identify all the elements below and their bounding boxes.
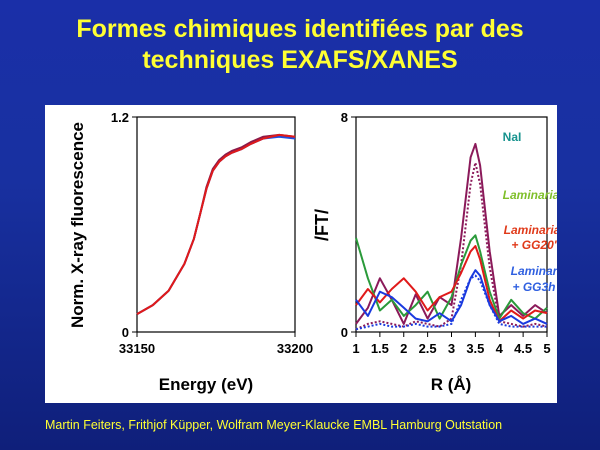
ft-x-tick-label: 3.5 [466, 341, 484, 356]
xanes-y-ticks: 01.2 [111, 110, 137, 340]
xanes-y-tick-label: 1.2 [111, 110, 129, 125]
legend-entry: + GG3h [512, 280, 555, 294]
ft-x-tick-label: 2.5 [419, 341, 437, 356]
ft-x-tick-label: 1.5 [371, 341, 389, 356]
ft-series-line [355, 269, 548, 325]
xanes-series-line [136, 133, 296, 315]
xanes-series [136, 133, 296, 315]
ft-x-axis-label: R (Å) [431, 375, 472, 394]
xanes-y-axis-label: Norm. X-ray fluorescence [68, 122, 87, 328]
xanes-x-axis-label: Energy (eV) [159, 375, 253, 394]
legend-entry: NaI [503, 130, 522, 144]
footer-credits: Martin Feiters, Frithjof Küpper, Wolfram… [45, 418, 503, 432]
xanes-x-tick-label: 33200 [277, 341, 313, 356]
legend-entry: Laminaria [511, 264, 557, 278]
figure-panel: 0 1.2 33150 33200 Energy (eV) Norm. X-ray … [45, 105, 557, 403]
ft-x-ticks: 1 1.5 2 2.5 3 3.5 4 4.5 5 [352, 332, 551, 356]
legend-entry: Laminaria [504, 223, 557, 237]
ft-x-tick-label: 2 [400, 341, 407, 356]
ft-x-tick-label: 1 [352, 341, 359, 356]
slide-title-line1: Formes chimiques identifiées par des [76, 15, 524, 43]
ft-x-tick-label: 3 [448, 341, 455, 356]
xanes-x-tick-label: 33150 [119, 341, 155, 356]
xanes-plot-frame [136, 116, 296, 333]
ft-x-tick-label: 4 [496, 341, 504, 356]
chart-svg: 01.2 33150 33200 Energy (eV) Norm. X-ray … [68, 110, 557, 394]
ft-x-tick-label: 4.5 [514, 341, 532, 356]
ft-y-tick-label: 8 [341, 110, 348, 125]
ft-y-tick-label: 0 [341, 325, 348, 340]
slide-title: Formes chimiques identifiées par des tec… [0, 14, 600, 76]
ft-series [355, 142, 548, 331]
xanes-y-tick-label: 0 [122, 325, 129, 340]
ft-y-axis-label: /FT/ [312, 209, 332, 241]
ft-series-line [355, 245, 548, 323]
slide-title-line2: techniques EXAFS/XANES [142, 46, 458, 74]
ft-series-line [355, 234, 548, 320]
xanes-chart: 01.2 33150 33200 Energy (eV) Norm. X-ray … [68, 110, 313, 394]
legend-entry: Laminaria [503, 188, 557, 202]
ft-x-tick-label: 5 [543, 341, 550, 356]
legend-entry: + GG20' [511, 238, 557, 252]
xanes-x-ticks: 33150 33200 [119, 332, 313, 356]
ft-y-ticks: 08 [341, 110, 356, 340]
ft-series-line [355, 274, 547, 331]
ft-chart: 08 1 1.5 2 2.5 3 3.5 4 4.5 5 NaILaminariaLaminar… [312, 110, 557, 394]
xanes-series-line [136, 133, 296, 315]
